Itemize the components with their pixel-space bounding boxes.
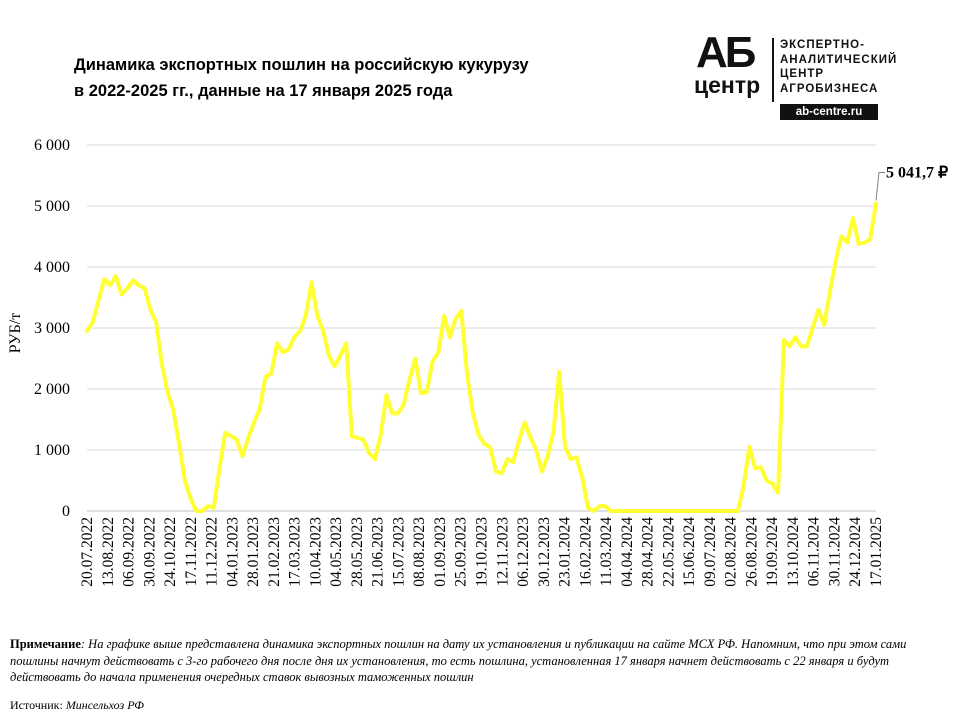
y-tick-label: 1 000: [34, 442, 70, 459]
series-line: [85, 201, 878, 513]
x-tick-label: 01.09.2023: [432, 517, 449, 587]
ab-centre-logo: АБ центр ЭКСПЕРТНО- АНАЛИТИЧЕСКИЙ ЦЕНТР …: [692, 28, 930, 120]
logo-divider: [772, 38, 774, 102]
x-tick-label: 06.12.2023: [515, 517, 532, 587]
x-tick-label: 02.08.2024: [723, 517, 740, 587]
source-label: Источник:: [10, 698, 66, 712]
x-tick-label: 24.10.2022: [162, 517, 179, 587]
title-line-1: Динамика экспортных пошлин на российскую…: [74, 56, 529, 74]
footnote-label: Примечание: [10, 637, 81, 651]
x-tick-label: 30.11.2024: [826, 517, 843, 586]
x-tick-label: 11.12.2022: [204, 517, 221, 586]
x-tick-label: 04.04.2024: [619, 517, 636, 587]
y-axis-tick-labels: 0 1 000 2 000 3 000 4 000 5 000 6 000: [34, 137, 70, 520]
x-tick-label: 04.05.2023: [328, 517, 345, 587]
x-tick-label: 19.10.2023: [474, 517, 491, 587]
source-text: Минсельхоз РФ: [65, 698, 144, 712]
x-tick-label: 28.05.2023: [349, 517, 366, 587]
x-tick-label: 15.06.2024: [681, 517, 698, 587]
x-tick-label: 17.01.2025: [868, 517, 885, 587]
x-tick-label: 06.09.2022: [121, 517, 138, 587]
logo-org-line: ЦЕНТР: [780, 68, 825, 80]
x-tick-label: 16.02.2024: [577, 517, 594, 587]
logo-org-name: ЭКСПЕРТНО- АНАЛИТИЧЕСКИЙ ЦЕНТР АГРОБИЗНЕ…: [780, 38, 930, 96]
footnote-text: : На графике выше представлена динамика …: [10, 637, 907, 684]
x-tick-label: 17.11.2022: [183, 517, 200, 586]
y-tick-label: 5 000: [34, 198, 70, 215]
line-chart: 0 1 000 2 000 3 000 4 000 5 000 6 000 20.07.20…: [7, 137, 948, 587]
annotation-leader-line: [875, 171, 885, 201]
logo-letters-ab: АБ: [696, 28, 756, 77]
logo-org-line: ЭКСПЕРТНО-: [780, 39, 865, 51]
x-tick-label: 24.12.2024: [847, 517, 864, 587]
chart-title: Динамика экспортных пошлин на российскую…: [74, 52, 634, 104]
logo-mark: АБ центр: [692, 28, 774, 98]
x-tick-label: 30.09.2022: [141, 517, 158, 587]
x-tick-label: 25.09.2023: [453, 517, 470, 587]
x-tick-label: 13.08.2022: [100, 517, 117, 587]
x-tick-label: 22.05.2024: [660, 517, 677, 587]
x-tick-label: 23.01.2024: [557, 517, 574, 587]
y-tick-label: 6 000: [34, 137, 70, 154]
last-value-label: 5 041,7 ₽: [886, 164, 948, 181]
logo-site-link[interactable]: ab-centre.ru: [780, 104, 878, 120]
series-layer: [85, 201, 878, 513]
x-tick-label: 11.03.2024: [598, 517, 615, 586]
logo-letters-centr: центр: [694, 72, 761, 98]
x-tick-label: 10.04.2023: [307, 517, 324, 587]
x-tick-label: 26.08.2024: [743, 517, 760, 587]
y-tick-label: 0: [62, 503, 70, 520]
x-tick-label: 12.11.2023: [494, 517, 511, 586]
x-tick-label: 19.09.2024: [764, 517, 781, 587]
x-tick-label: 13.10.2024: [785, 517, 802, 587]
x-tick-label: 04.01.2023: [224, 517, 241, 587]
y-axis-label: РУБ/т: [7, 313, 24, 353]
x-tick-label: 09.07.2024: [702, 517, 719, 587]
source-line: Источник: Минсельхоз РФ: [10, 698, 144, 713]
x-tick-label: 28.04.2024: [640, 517, 657, 587]
y-tick-label: 3 000: [34, 320, 70, 337]
x-axis-tick-labels: 20.07.2022 13.08.2022 06.09.2022 30.09.2022…: [79, 517, 885, 587]
grid-lines: [87, 144, 876, 512]
x-tick-label: 21.06.2023: [370, 517, 387, 587]
x-tick-label: 28.01.2023: [245, 517, 262, 587]
x-tick-label: 20.07.2022: [79, 517, 96, 587]
x-tick-label: 15.07.2023: [390, 517, 407, 587]
x-tick-label: 17.03.2023: [287, 517, 304, 587]
title-line-2: в 2022-2025 гг., данные на 17 января 202…: [74, 82, 453, 100]
logo-org-line: АГРОБИЗНЕСА: [780, 82, 879, 95]
y-tick-label: 2 000: [34, 381, 70, 398]
logo-org-line: АНАЛИТИЧЕСКИЙ: [780, 53, 898, 66]
footnote: Примечание: На графике выше представлена…: [10, 636, 956, 686]
x-tick-label: 08.08.2023: [411, 517, 428, 587]
x-tick-label: 21.02.2023: [266, 517, 283, 587]
x-tick-label: 06.11.2024: [806, 517, 823, 586]
y-tick-label: 4 000: [34, 259, 70, 276]
x-tick-label: 30.12.2023: [536, 517, 553, 587]
annotation-layer: 5 041,7 ₽: [875, 164, 948, 201]
